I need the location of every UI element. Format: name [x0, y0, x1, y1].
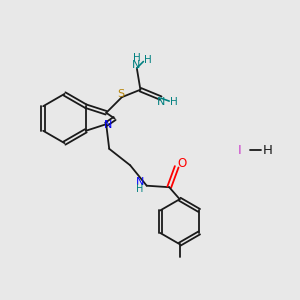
Text: H: H	[144, 55, 152, 65]
Text: N: N	[132, 59, 140, 70]
Text: O: O	[178, 157, 187, 170]
Text: N: N	[157, 97, 165, 107]
Text: H: H	[263, 143, 272, 157]
Text: H: H	[170, 97, 178, 107]
Text: N: N	[136, 177, 144, 187]
Text: I: I	[238, 143, 242, 157]
Text: S: S	[117, 89, 124, 99]
Text: H: H	[136, 184, 144, 194]
Text: N: N	[104, 120, 112, 130]
Text: H: H	[133, 53, 141, 63]
